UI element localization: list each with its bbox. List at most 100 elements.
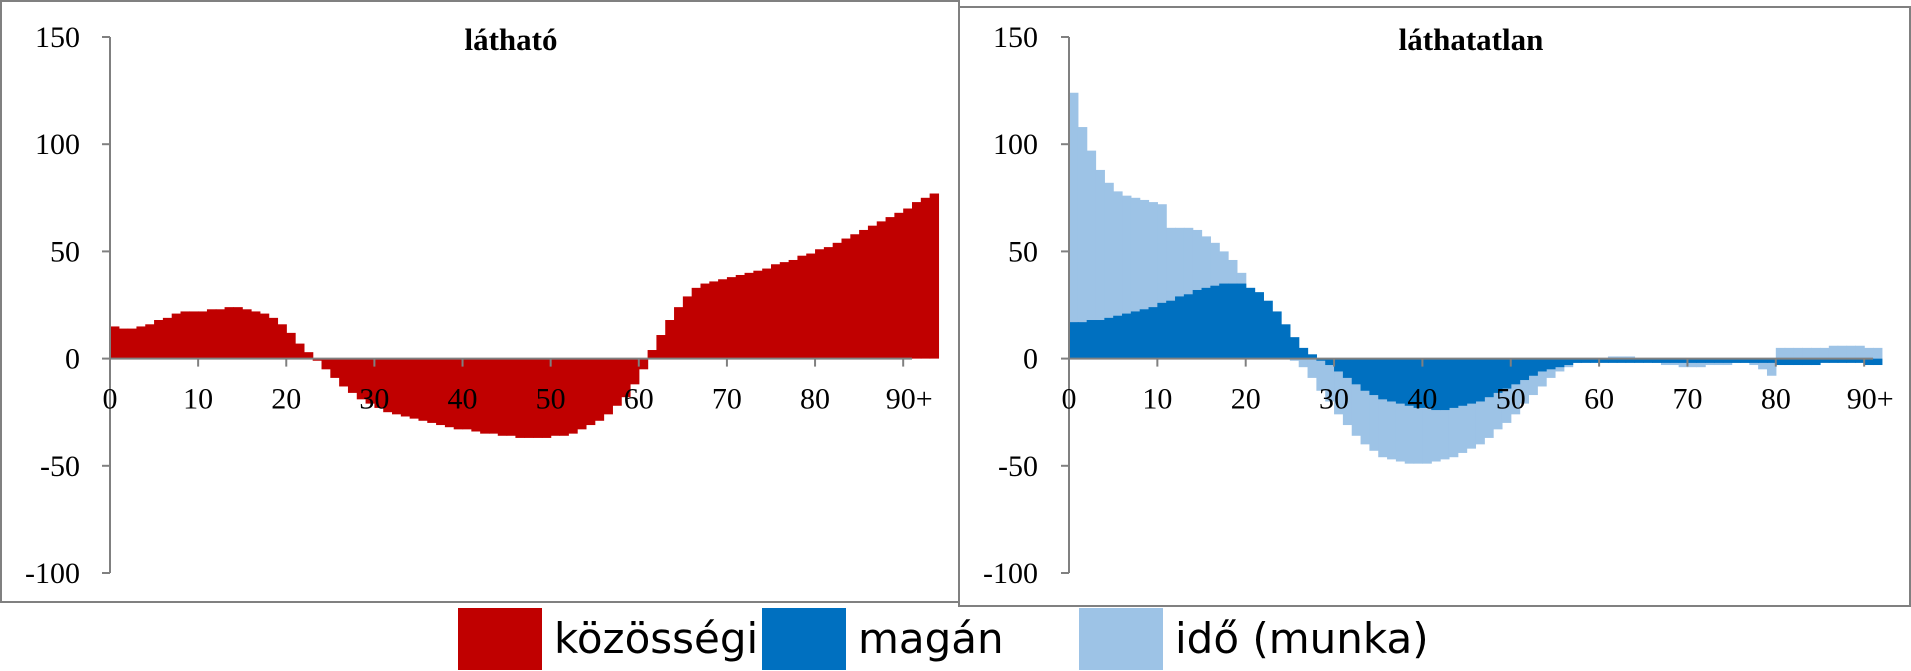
- bar-magan-87: [1837, 358, 1848, 363]
- bar-kozossegi-67: [700, 283, 710, 359]
- bar-kozossegi-55: [594, 358, 605, 421]
- bar-magan-33: [1360, 358, 1370, 391]
- bar-kozossegi-56: [603, 358, 613, 415]
- bar-kozossegi-21: [295, 343, 305, 359]
- bar-ido-45: [1466, 358, 1477, 449]
- legend-label-kozossegi: közösségi: [554, 614, 759, 663]
- bar-ido-78: [1758, 358, 1768, 370]
- bar-magan-62: [1616, 358, 1627, 363]
- bar-ido-32: [1351, 358, 1362, 436]
- bar-kozossegi-7: [171, 313, 182, 359]
- bar-kozossegi-92: [920, 197, 931, 359]
- bar-magan-22: [1263, 300, 1273, 359]
- bar-magan-16: [1210, 285, 1220, 359]
- bar-kozossegi-65: [682, 296, 693, 359]
- bar-kozossegi-1: [118, 328, 129, 359]
- bar-kozossegi-31: [383, 358, 393, 413]
- bar-ido-82: [1793, 347, 1803, 359]
- bar-ido-81: [1784, 347, 1795, 359]
- bar-ido-40: [1422, 358, 1432, 464]
- bar-ido-13: [1183, 227, 1194, 359]
- y-tick-label: 100: [35, 128, 80, 161]
- bar-kozossegi-19: [277, 324, 287, 359]
- x-tick-label: 50: [1496, 383, 1526, 416]
- bar-magan-5: [1113, 315, 1123, 359]
- bar-magan-69: [1678, 358, 1689, 363]
- bar-kozossegi-16: [251, 311, 261, 359]
- x-tick-label: 40: [448, 383, 478, 416]
- bar-ido-34: [1369, 358, 1379, 451]
- bar-magan-26: [1298, 347, 1309, 359]
- bar-kozossegi-57: [612, 358, 622, 406]
- bar-ido-61: [1607, 356, 1618, 359]
- bar-kozossegi-9: [189, 311, 199, 359]
- bar-ido-31: [1342, 358, 1353, 426]
- bar-magan-49: [1501, 358, 1512, 389]
- bar-kozossegi-5: [154, 320, 164, 359]
- bar-kozossegi-15: [242, 309, 252, 359]
- bar-kozossegi-62: [656, 335, 666, 359]
- bar-magan-14: [1192, 289, 1203, 359]
- bar-magan-47: [1484, 358, 1494, 398]
- bar-ido-25: [1289, 358, 1300, 361]
- bar-magan-40: [1422, 358, 1432, 408]
- bar-magan-79: [1766, 358, 1777, 363]
- bar-kozossegi-48: [533, 358, 543, 438]
- bar-magan-37: [1395, 358, 1406, 404]
- bar-magan-74: [1722, 358, 1733, 363]
- bar-magan-61: [1607, 358, 1618, 363]
- bar-magan-4: [1104, 317, 1114, 359]
- chart-panel-lathatatlan: láthatatlan 150 100 50 0 -50 -100 0 10 20 30 40 50 60…: [983, 21, 1894, 590]
- bar-kozossegi-86: [867, 225, 878, 359]
- bar-ido-28: [1316, 358, 1326, 391]
- bar-kozossegi-33: [400, 358, 411, 417]
- bar-kozossegi-32: [392, 358, 402, 415]
- bar-kozossegi-18: [268, 317, 279, 359]
- bar-magan-56: [1563, 358, 1574, 366]
- bar-kozossegi-42: [480, 358, 490, 434]
- bar-ido-84: [1811, 347, 1821, 359]
- bar-ido-35: [1378, 358, 1388, 458]
- bar-ido-79: [1766, 358, 1777, 376]
- bar-magan-45: [1466, 358, 1477, 404]
- bar-kozossegi-75: [770, 264, 781, 359]
- bar-magan-68: [1669, 358, 1680, 363]
- bar-kozossegi-20: [286, 332, 296, 359]
- bar-ido-7: [1130, 197, 1141, 359]
- bar-ido-53: [1537, 358, 1547, 387]
- bar-kozossegi-27: [347, 358, 358, 393]
- bar-kozossegi-64: [674, 307, 684, 359]
- bar-ido-0: [1069, 92, 1079, 359]
- bar-kozossegi-47: [524, 358, 534, 438]
- chart-panel-lathato: látható 150 100 50 0 -50 -100 0 10 20 30 40 50 60 70 80…: [25, 21, 940, 590]
- x-tick-label: 70: [1672, 383, 1702, 416]
- x-tick-label: 60: [1584, 383, 1614, 416]
- x-tick-label: 20: [271, 383, 301, 416]
- bar-ido-5: [1113, 191, 1123, 359]
- bar-ido-2: [1086, 150, 1097, 359]
- bar-ido-89: [1855, 345, 1865, 359]
- legend-item-ido-munka: idő (munka): [1079, 608, 1429, 670]
- bar-kozossegi-11: [206, 309, 217, 359]
- bar-ido-85: [1819, 347, 1830, 359]
- bar-ido-49: [1501, 358, 1512, 423]
- bar-magan-81: [1784, 358, 1795, 366]
- x-tick-label: 30: [1319, 383, 1349, 416]
- bar-ido-87: [1837, 345, 1848, 359]
- bar-magan-78: [1758, 358, 1768, 363]
- y-tick-label: -100: [983, 557, 1038, 590]
- bar-ido-27: [1307, 358, 1317, 378]
- bar-kozossegi-14: [233, 307, 243, 359]
- y-tick-label: 0: [65, 343, 80, 376]
- bar-kozossegi-84: [850, 234, 860, 359]
- bar-magan-75: [1731, 358, 1742, 363]
- x-tick-label: 30: [359, 383, 389, 416]
- bar-kozossegi-26: [339, 358, 349, 387]
- bar-ido-30: [1334, 358, 1344, 415]
- bar-magan-55: [1554, 358, 1565, 368]
- y-tick-label: 50: [1008, 235, 1038, 268]
- bar-magan-13: [1183, 294, 1194, 359]
- y-tick-label: -100: [25, 557, 80, 590]
- bar-kozossegi-4: [145, 324, 155, 359]
